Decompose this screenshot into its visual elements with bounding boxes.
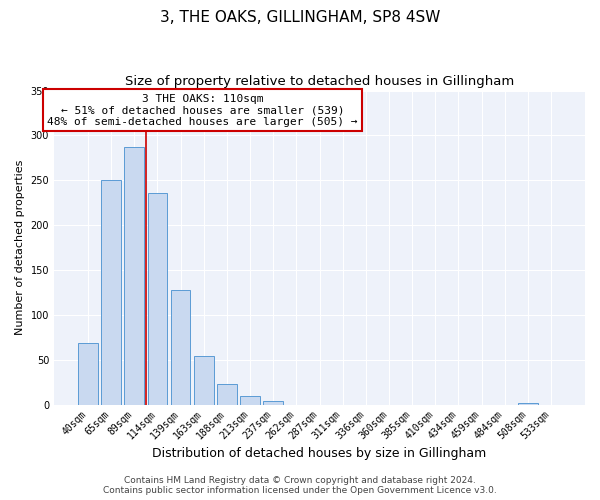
Y-axis label: Number of detached properties: Number of detached properties bbox=[15, 160, 25, 336]
Bar bbox=[101, 180, 121, 404]
Text: 3 THE OAKS: 110sqm
← 51% of detached houses are smaller (539)
48% of semi-detach: 3 THE OAKS: 110sqm ← 51% of detached hou… bbox=[47, 94, 358, 127]
Bar bbox=[171, 290, 190, 405]
X-axis label: Distribution of detached houses by size in Gillingham: Distribution of detached houses by size … bbox=[152, 447, 487, 460]
Bar bbox=[194, 356, 214, 405]
Bar bbox=[148, 193, 167, 404]
Bar bbox=[217, 384, 237, 404]
Text: 3, THE OAKS, GILLINGHAM, SP8 4SW: 3, THE OAKS, GILLINGHAM, SP8 4SW bbox=[160, 10, 440, 25]
Bar bbox=[124, 147, 144, 405]
Bar bbox=[240, 396, 260, 404]
Title: Size of property relative to detached houses in Gillingham: Size of property relative to detached ho… bbox=[125, 75, 514, 88]
Text: Contains HM Land Registry data © Crown copyright and database right 2024.
Contai: Contains HM Land Registry data © Crown c… bbox=[103, 476, 497, 495]
Bar bbox=[518, 403, 538, 404]
Bar bbox=[263, 401, 283, 404]
Bar bbox=[78, 342, 98, 404]
